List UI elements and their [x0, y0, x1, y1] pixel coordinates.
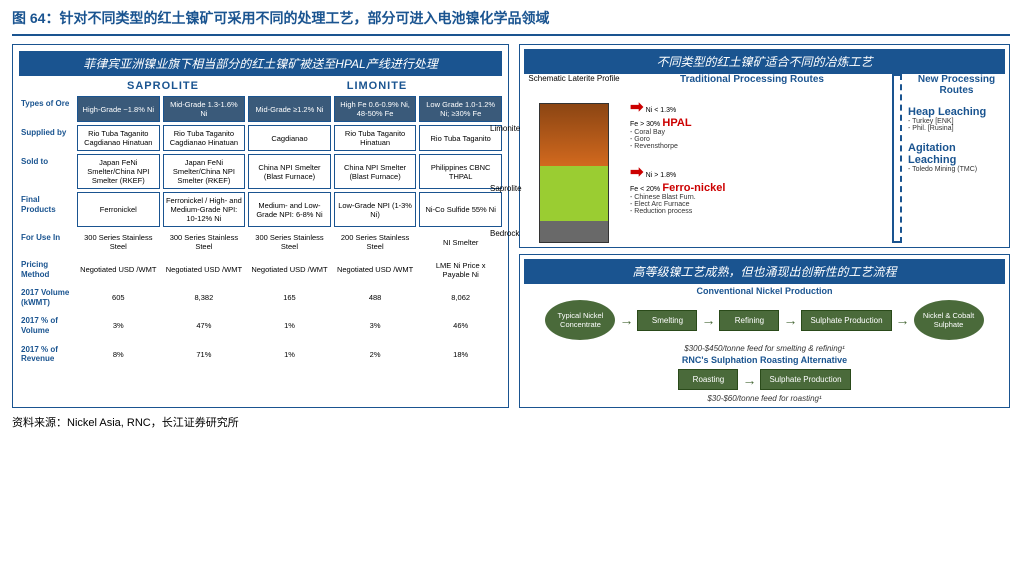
sulphate-box: Sulphate Production: [801, 310, 891, 331]
layer-saprolite: Saprolite: [490, 184, 522, 193]
new-routes-header: New Processing Routes: [908, 74, 1005, 96]
bot-banner: 高等级镍工艺成熟，但也涌现出创新性的工艺流程: [524, 259, 1005, 284]
table-cell: Rio Tuba Taganito Cagdianao Hinatuan: [163, 125, 246, 151]
table-cell: Medium- and Low-Grade NPI: 6-8% Ni: [248, 192, 331, 227]
table-cell: High Fe 0.6-0.9% Ni, 48-50% Fe: [334, 96, 417, 122]
arrow-icon: ➡: [630, 164, 643, 181]
table-cell: 71%: [163, 342, 246, 367]
table-cell: Japan FeNi Smelter/China NPI Smelter (RK…: [77, 154, 160, 189]
refining-box: Refining: [719, 310, 779, 331]
table-cell: Mid-Grade ≥1.2% Ni: [248, 96, 331, 122]
table-cell: China NPI Smelter (Blast Furnace): [334, 154, 417, 189]
table-cell: 47%: [163, 313, 246, 338]
table-cell: Negotiated USD /WMT: [334, 257, 417, 282]
table-cell: 8%: [77, 342, 160, 367]
laterite-profile: Limonite Saprolite Bedrock: [539, 103, 609, 243]
top-right-panel: 不同类型的红土镍矿适合不同的冶炼工艺 Schematic Laterite Pr…: [519, 44, 1010, 248]
table-cell: 1%: [248, 313, 331, 338]
table-cell: China NPI Smelter (Blast Furnace): [248, 154, 331, 189]
roasting-box: Roasting: [678, 369, 738, 390]
arrow-icon: ➡: [630, 99, 643, 116]
row-label: Pricing Method: [19, 257, 74, 282]
source-text: 资料来源：Nickel Asia, RNC，长江证券研究所: [12, 414, 1010, 430]
table-cell: 300 Series Stainless Steel: [77, 230, 160, 254]
table-cell: 605: [77, 285, 160, 310]
table-cell: 300 Series Stainless Steel: [248, 230, 331, 254]
list-item: - Chinese Blast Furn.: [630, 194, 874, 201]
table-cell: 46%: [419, 313, 502, 338]
flow-arrow-icon: →: [619, 312, 633, 328]
hpal-name: HPAL: [662, 117, 691, 129]
output-oval: Nickel & Cobalt Sulphate: [914, 300, 984, 340]
table-cell: High-Grade ~1.8% Ni: [77, 96, 160, 122]
figure-title: 图 64：针对不同类型的红土镍矿可采用不同的处理工艺，部分可进入电池镍化学品领域: [12, 8, 1010, 36]
cost-rnc: $30-$60/tonne feed for roasting¹: [524, 394, 1005, 403]
flow-arrow-icon: →: [701, 312, 715, 328]
list-item: - Phil. [Rusina]: [908, 125, 1005, 132]
bottom-right-panel: 高等级镍工艺成熟，但也涌现出创新性的工艺流程 Conventional Nick…: [519, 254, 1010, 408]
left-panel: 菲律宾亚洲镍业旗下相当部分的红土镍矿被送至HPAL产线进行处理 SAPROLIT…: [12, 44, 509, 408]
layer-limonite: Limonite: [490, 124, 520, 133]
top-banner: 不同类型的红土镍矿适合不同的冶炼工艺: [524, 49, 1005, 74]
row-label: 2017 % of Revenue: [19, 342, 74, 367]
cost-conventional: $300-$450/tonne feed for smelting & refi…: [524, 344, 1005, 353]
row-label: Types of Ore: [19, 96, 74, 122]
flow-arrow-icon: →: [896, 312, 910, 328]
table-cell: Negotiated USD /WMT: [163, 257, 246, 282]
row-label: 2017 Volume (kWMT): [19, 285, 74, 310]
header-saprolite: SAPROLITE: [78, 80, 248, 92]
table-cell: 488: [334, 285, 417, 310]
list-item: - Coral Bay: [630, 129, 874, 136]
table-cell: Mid-Grade 1.3-1.6% Ni: [163, 96, 246, 122]
table-cell: LME Ni Price x Payable Ni: [419, 257, 502, 282]
table-cell: 3%: [334, 313, 417, 338]
table-cell: 8,382: [163, 285, 246, 310]
table-cell: Ferronickel: [77, 192, 160, 227]
row-label: 2017 % of Volume: [19, 313, 74, 338]
table-cell: 300 Series Stainless Steel: [163, 230, 246, 254]
table-cell: 1%: [248, 342, 331, 367]
list-item: - Elect Arc Furnace: [630, 201, 874, 208]
table-cell: 18%: [419, 342, 502, 367]
table-cell: 200 Series Stainless Steel: [334, 230, 417, 254]
row-label: For Use In: [19, 230, 74, 254]
conventional-title: Conventional Nickel Production: [524, 286, 1005, 296]
table-cell: Ferronickel / High- and Medium-Grade NPI…: [163, 192, 246, 227]
left-banner: 菲律宾亚洲镍业旗下相当部分的红土镍矿被送至HPAL产线进行处理: [19, 51, 502, 76]
list-item: - Goro: [630, 136, 874, 143]
row-label: Sold to: [19, 154, 74, 189]
flow-arrow-icon: →: [742, 372, 756, 388]
table-cell: 165: [248, 285, 331, 310]
heap-leaching: Heap Leaching: [908, 106, 1005, 118]
table-cell: 8,062: [419, 285, 502, 310]
schematic-label: Schematic Laterite Profile: [524, 74, 624, 83]
table-cell: Ni-Co Sulfide 55% Ni: [419, 192, 502, 227]
table-cell: 3%: [77, 313, 160, 338]
rnc-title: RNC's Sulphation Roasting Alternative: [524, 355, 1005, 365]
agitation-leaching: Agitation Leaching: [908, 142, 1005, 166]
list-item: - Revensthorpe: [630, 143, 874, 150]
typical-concentrate: Typical Nickel Concentrate: [545, 300, 615, 340]
flow-arrow-icon: →: [783, 312, 797, 328]
sulphate-box-2: Sulphate Production: [760, 369, 850, 390]
table-cell: Rio Tuba Taganito Cagdianao Hinatuan: [77, 125, 160, 151]
list-item: - Turkey [ENK]: [908, 118, 1005, 125]
traditional-header: Traditional Processing Routes: [630, 74, 874, 85]
list-item: - Reduction process: [630, 208, 874, 215]
table-cell: Negotiated USD /WMT: [77, 257, 160, 282]
table-cell: Low-Grade NPI (1-3% Ni): [334, 192, 417, 227]
table-cell: 2%: [334, 342, 417, 367]
feni-name: Ferro-nickel: [662, 182, 725, 194]
table-cell: Negotiated USD /WMT: [248, 257, 331, 282]
table-cell: Rio Tuba Taganito Hinatuan: [334, 125, 417, 151]
table-cell: Japan FeNi Smelter/China NPI Smelter (RK…: [163, 154, 246, 189]
row-label: Supplied by: [19, 125, 74, 151]
table-cell: Cagdianao: [248, 125, 331, 151]
smelting-box: Smelting: [637, 310, 697, 331]
list-item: - Toledo Mining (TMC): [908, 166, 1005, 173]
layer-bedrock: Bedrock: [490, 229, 519, 238]
row-label: Final Products: [19, 192, 74, 227]
table-cell: Low Grade 1.0-1.2% Ni; ≥30% Fe: [419, 96, 502, 122]
header-limonite: LIMONITE: [252, 80, 502, 92]
